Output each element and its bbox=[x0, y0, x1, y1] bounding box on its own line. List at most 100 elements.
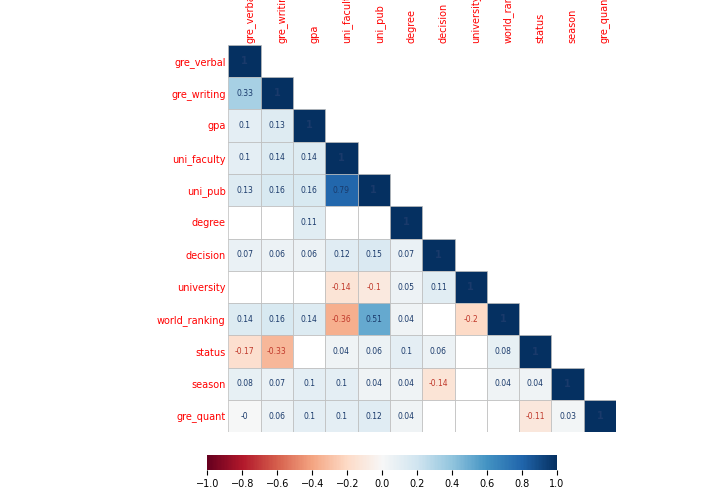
Text: -0.1: -0.1 bbox=[366, 282, 381, 292]
Text: 0.06: 0.06 bbox=[365, 347, 382, 356]
Text: -0.11: -0.11 bbox=[526, 412, 545, 421]
Text: 0.03: 0.03 bbox=[559, 412, 576, 421]
Bar bbox=[293, 271, 325, 303]
Text: -0.33: -0.33 bbox=[267, 347, 287, 356]
Bar bbox=[325, 174, 357, 206]
Text: -0.14: -0.14 bbox=[332, 282, 352, 292]
Bar bbox=[229, 368, 261, 400]
Text: 0.12: 0.12 bbox=[333, 250, 350, 259]
Text: 0.08: 0.08 bbox=[236, 379, 253, 389]
Text: 0.06: 0.06 bbox=[269, 412, 285, 421]
Bar bbox=[357, 368, 390, 400]
Bar bbox=[390, 303, 422, 335]
Bar bbox=[422, 368, 454, 400]
Bar bbox=[390, 368, 422, 400]
Text: 0.12: 0.12 bbox=[365, 412, 382, 421]
Bar bbox=[261, 174, 293, 206]
Text: 1: 1 bbox=[371, 185, 377, 195]
Bar bbox=[325, 206, 357, 239]
Bar bbox=[519, 335, 552, 368]
Text: 0.33: 0.33 bbox=[236, 88, 253, 98]
Text: 0.14: 0.14 bbox=[269, 153, 285, 163]
Text: 1: 1 bbox=[403, 217, 409, 228]
Bar bbox=[293, 335, 325, 368]
Text: 1: 1 bbox=[241, 56, 248, 66]
Bar bbox=[261, 239, 293, 271]
Bar bbox=[261, 400, 293, 432]
Bar bbox=[422, 335, 454, 368]
Bar bbox=[325, 239, 357, 271]
Bar bbox=[454, 303, 487, 335]
Bar bbox=[454, 400, 487, 432]
Text: -0.36: -0.36 bbox=[331, 315, 352, 324]
Bar bbox=[293, 206, 325, 239]
Bar bbox=[293, 368, 325, 400]
Bar bbox=[390, 335, 422, 368]
Text: 0.1: 0.1 bbox=[303, 379, 315, 389]
Text: 0.04: 0.04 bbox=[397, 412, 414, 421]
Bar bbox=[293, 142, 325, 174]
Bar bbox=[552, 368, 584, 400]
Text: -0.2: -0.2 bbox=[463, 315, 478, 324]
Bar bbox=[229, 142, 261, 174]
Text: 0.16: 0.16 bbox=[269, 185, 285, 195]
Text: 1: 1 bbox=[338, 153, 345, 163]
Text: 0.51: 0.51 bbox=[365, 315, 382, 324]
Bar bbox=[325, 271, 357, 303]
Bar bbox=[454, 271, 487, 303]
Bar bbox=[422, 400, 454, 432]
Bar bbox=[229, 206, 261, 239]
Bar bbox=[357, 239, 390, 271]
Bar bbox=[357, 271, 390, 303]
Bar bbox=[293, 239, 325, 271]
Text: 0.1: 0.1 bbox=[303, 412, 315, 421]
Text: 1: 1 bbox=[435, 249, 442, 260]
Bar bbox=[325, 335, 357, 368]
Text: 0.1: 0.1 bbox=[400, 347, 412, 356]
Bar bbox=[584, 400, 616, 432]
Bar bbox=[422, 303, 454, 335]
Bar bbox=[487, 303, 519, 335]
Bar bbox=[261, 271, 293, 303]
Text: 0.04: 0.04 bbox=[494, 379, 512, 389]
Bar bbox=[487, 400, 519, 432]
Text: 0.16: 0.16 bbox=[269, 315, 285, 324]
Bar bbox=[519, 368, 552, 400]
Text: -0: -0 bbox=[241, 412, 248, 421]
Text: 0.14: 0.14 bbox=[236, 315, 253, 324]
Text: 0.16: 0.16 bbox=[301, 185, 317, 195]
Bar bbox=[229, 45, 261, 77]
Text: 0.05: 0.05 bbox=[397, 282, 414, 292]
Text: 0.13: 0.13 bbox=[269, 121, 285, 130]
Bar bbox=[325, 400, 357, 432]
Bar bbox=[261, 77, 293, 109]
Bar bbox=[229, 303, 261, 335]
Text: 1: 1 bbox=[499, 314, 507, 325]
Bar bbox=[229, 335, 261, 368]
Text: 1: 1 bbox=[467, 282, 474, 292]
Bar bbox=[293, 174, 325, 206]
Text: 0.1: 0.1 bbox=[336, 379, 347, 389]
Bar bbox=[261, 142, 293, 174]
Text: 0.04: 0.04 bbox=[397, 379, 414, 389]
Bar bbox=[293, 303, 325, 335]
Bar bbox=[519, 400, 552, 432]
Bar bbox=[261, 303, 293, 335]
Bar bbox=[390, 206, 422, 239]
Text: 0.1: 0.1 bbox=[239, 153, 250, 163]
Text: 1: 1 bbox=[596, 411, 604, 421]
Text: 0.14: 0.14 bbox=[301, 315, 317, 324]
Text: 0.13: 0.13 bbox=[236, 185, 253, 195]
Bar bbox=[357, 206, 390, 239]
Bar bbox=[229, 109, 261, 142]
Text: 0.08: 0.08 bbox=[494, 347, 512, 356]
Text: 0.04: 0.04 bbox=[333, 347, 350, 356]
Bar bbox=[293, 109, 325, 142]
Text: 0.07: 0.07 bbox=[269, 379, 285, 389]
Bar bbox=[229, 77, 261, 109]
Bar bbox=[422, 271, 454, 303]
Text: 0.04: 0.04 bbox=[397, 315, 414, 324]
Text: -0.17: -0.17 bbox=[234, 347, 254, 356]
Text: 0.15: 0.15 bbox=[365, 250, 382, 259]
Text: 1: 1 bbox=[274, 88, 280, 98]
